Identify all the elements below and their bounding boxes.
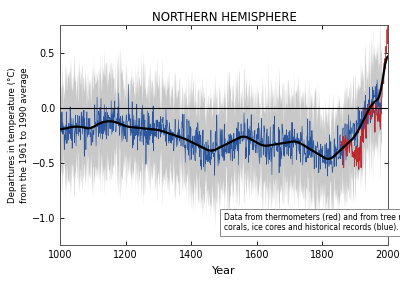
Text: Data from thermometers (red) and from tree rings,
corals, ice cores and historic: Data from thermometers (red) and from tr… <box>224 213 400 232</box>
X-axis label: Year: Year <box>212 266 236 276</box>
Y-axis label: Departures in temperature (°C)
from the 1961 to 1990 average: Departures in temperature (°C) from the … <box>8 68 29 203</box>
Title: NORTHERN HEMISPHERE: NORTHERN HEMISPHERE <box>152 11 296 24</box>
